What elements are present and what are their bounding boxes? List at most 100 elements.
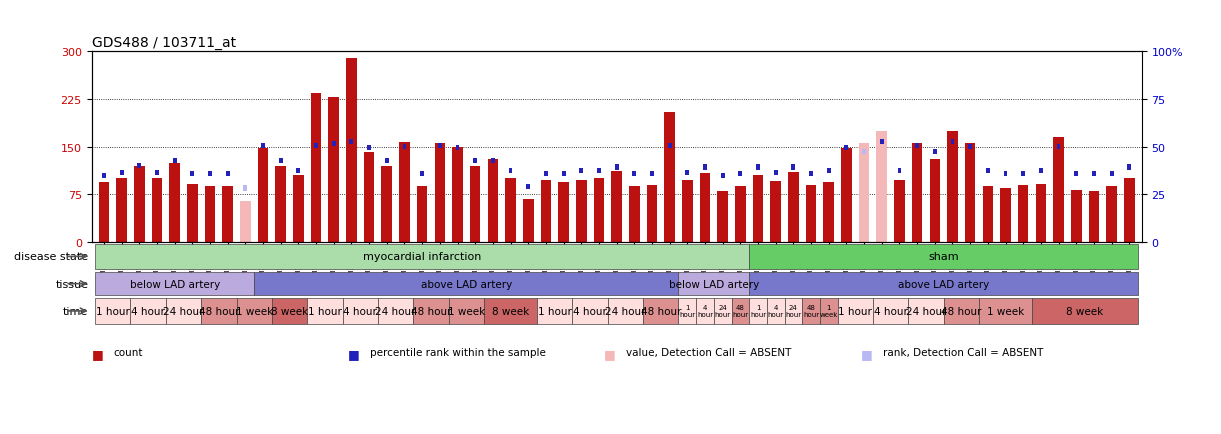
Bar bbox=[379, 298, 414, 324]
Text: 24
hour: 24 hour bbox=[714, 305, 730, 318]
Bar bbox=[1127, 165, 1131, 170]
Bar bbox=[897, 169, 901, 174]
Text: 4 hour: 4 hour bbox=[131, 306, 165, 316]
Bar bbox=[1092, 171, 1096, 177]
Bar bbox=[137, 164, 142, 169]
Bar bbox=[172, 159, 177, 164]
Text: ■: ■ bbox=[604, 347, 620, 360]
Text: count: count bbox=[114, 347, 143, 357]
Bar bbox=[1110, 171, 1114, 177]
Bar bbox=[880, 140, 884, 145]
Bar bbox=[929, 160, 940, 243]
Text: disease state: disease state bbox=[15, 252, 88, 262]
Bar bbox=[714, 298, 731, 324]
Bar bbox=[226, 171, 230, 177]
Bar bbox=[756, 165, 759, 170]
Bar bbox=[629, 187, 640, 243]
Text: above LAD artery: above LAD artery bbox=[897, 279, 989, 289]
Bar bbox=[608, 298, 643, 324]
Text: ■: ■ bbox=[92, 347, 107, 360]
Text: ■: ■ bbox=[861, 347, 877, 360]
Text: 24 hour: 24 hour bbox=[906, 306, 946, 316]
Bar bbox=[120, 170, 123, 175]
Bar bbox=[116, 179, 127, 243]
Bar bbox=[791, 165, 795, 170]
Bar bbox=[201, 298, 237, 324]
Bar bbox=[841, 148, 852, 243]
Bar bbox=[403, 145, 407, 150]
Bar bbox=[474, 159, 477, 164]
Text: 1 week: 1 week bbox=[448, 306, 485, 316]
Bar bbox=[349, 140, 353, 145]
Bar bbox=[802, 298, 819, 324]
Text: 1 hour: 1 hour bbox=[308, 306, 342, 316]
Bar bbox=[328, 98, 339, 243]
Bar bbox=[278, 159, 283, 164]
Bar bbox=[1032, 298, 1138, 324]
Bar bbox=[448, 298, 484, 324]
Bar bbox=[650, 171, 654, 177]
Bar bbox=[131, 298, 166, 324]
Bar bbox=[668, 144, 672, 148]
Bar bbox=[241, 201, 250, 243]
Bar bbox=[593, 179, 604, 243]
Bar bbox=[647, 185, 657, 243]
Text: 1 hour: 1 hour bbox=[537, 306, 571, 316]
Bar bbox=[155, 170, 159, 175]
Bar bbox=[537, 298, 573, 324]
Bar bbox=[1000, 188, 1011, 243]
Bar bbox=[414, 298, 448, 324]
Bar bbox=[683, 180, 692, 243]
Bar bbox=[579, 169, 584, 174]
Bar bbox=[908, 298, 944, 324]
Bar bbox=[612, 171, 621, 243]
Bar bbox=[258, 148, 269, 243]
Bar bbox=[1071, 191, 1082, 243]
Bar bbox=[343, 298, 379, 324]
Bar bbox=[332, 141, 336, 147]
Bar bbox=[399, 142, 410, 243]
Bar bbox=[254, 273, 679, 296]
Bar bbox=[438, 144, 442, 148]
Text: 48 hour: 48 hour bbox=[410, 306, 452, 316]
Bar bbox=[420, 171, 424, 177]
Text: 48 hour: 48 hour bbox=[641, 306, 681, 316]
Text: above LAD artery: above LAD artery bbox=[421, 279, 512, 289]
Text: tissue: tissue bbox=[55, 279, 88, 289]
Bar bbox=[243, 186, 248, 191]
Bar bbox=[720, 173, 724, 178]
Bar bbox=[770, 181, 781, 243]
Bar bbox=[452, 147, 463, 243]
Bar bbox=[314, 144, 317, 148]
Bar bbox=[541, 180, 551, 243]
Text: below LAD artery: below LAD artery bbox=[129, 279, 220, 289]
Bar bbox=[276, 166, 286, 243]
Bar bbox=[558, 182, 569, 243]
Bar bbox=[470, 166, 481, 243]
Bar bbox=[103, 173, 106, 178]
Text: 4
hour: 4 hour bbox=[768, 305, 784, 318]
Text: 1
hour: 1 hour bbox=[679, 305, 696, 318]
Text: 1 hour: 1 hour bbox=[839, 306, 872, 316]
Text: sham: sham bbox=[928, 252, 958, 262]
Bar bbox=[170, 163, 179, 243]
Text: 1 hour: 1 hour bbox=[96, 306, 129, 316]
Bar bbox=[190, 171, 194, 177]
Bar bbox=[205, 187, 215, 243]
Bar bbox=[364, 152, 375, 243]
Text: rank, Detection Call = ABSENT: rank, Detection Call = ABSENT bbox=[883, 347, 1043, 357]
Text: myocardial infarction: myocardial infarction bbox=[363, 252, 481, 262]
Text: 1 week: 1 week bbox=[236, 306, 272, 316]
Bar bbox=[293, 176, 304, 243]
Bar bbox=[1021, 171, 1026, 177]
Bar bbox=[509, 169, 513, 174]
Bar bbox=[1074, 171, 1078, 177]
Bar bbox=[455, 146, 459, 151]
Bar bbox=[95, 244, 750, 270]
Bar bbox=[385, 159, 388, 164]
Bar bbox=[308, 298, 343, 324]
Bar bbox=[700, 174, 711, 243]
Bar bbox=[696, 298, 714, 324]
Bar bbox=[562, 171, 565, 177]
Bar bbox=[297, 169, 300, 174]
